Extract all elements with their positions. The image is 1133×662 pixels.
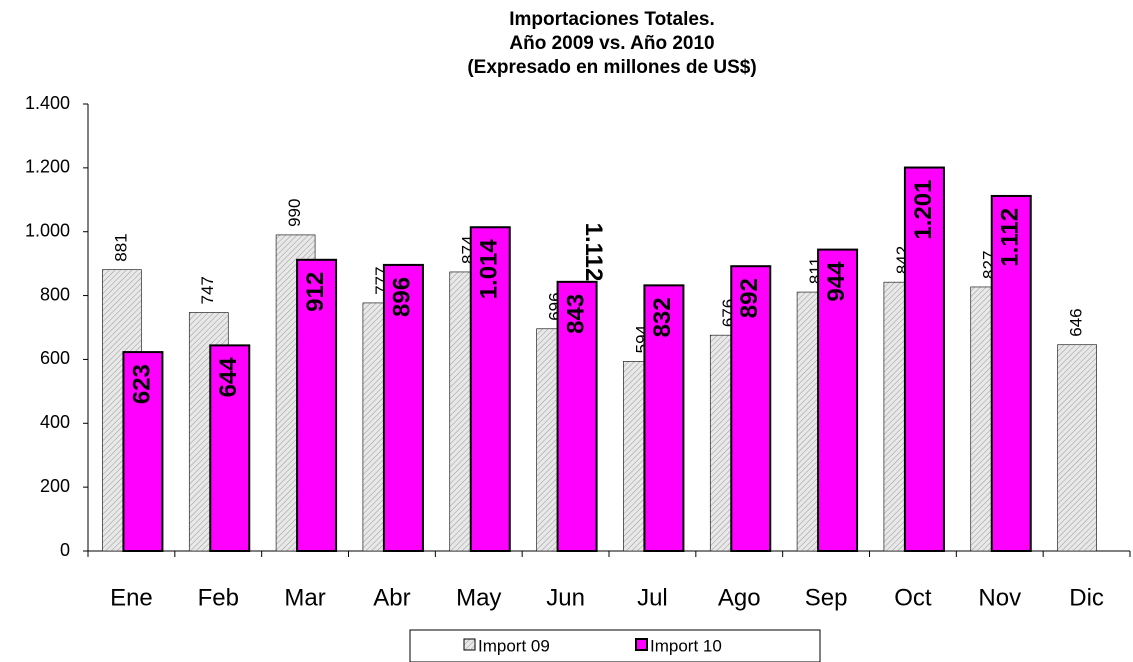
x-tick-label: Ago	[718, 584, 761, 611]
value-label: 944	[823, 261, 850, 302]
y-tick-label: 400	[40, 412, 70, 432]
value-label: 892	[736, 278, 763, 318]
legend-label: Import 10	[650, 636, 722, 655]
y-tick-label: 1.000	[25, 220, 70, 240]
value-label: 747	[198, 276, 217, 304]
legend-box	[409, 629, 821, 662]
x-tick-label: May	[456, 584, 501, 611]
bar	[556, 280, 598, 552]
value-label: 990	[285, 199, 304, 227]
bar	[903, 166, 945, 552]
x-tick-label: Jul	[637, 584, 668, 611]
x-tick-label: Ene	[110, 584, 153, 611]
x-tick-label: Abr	[373, 584, 410, 611]
chart-title: Importaciones Totales.	[509, 9, 715, 30]
x-tick-label: Jun	[546, 584, 585, 611]
legend-label: Import 09	[478, 636, 550, 655]
bar	[209, 344, 251, 552]
legend-swatch	[463, 638, 476, 651]
x-tick-label: Nov	[978, 584, 1021, 611]
bar	[990, 194, 1032, 552]
y-tick-label: 1.200	[25, 157, 70, 177]
value-label: 623	[128, 364, 155, 404]
bar	[643, 284, 685, 552]
x-tick-label: Oct	[894, 584, 932, 611]
chart-title: Año 2009 vs. Año 2010	[509, 33, 714, 54]
bar	[730, 265, 772, 552]
annotation: 1.112	[580, 223, 607, 282]
legend-swatch	[635, 638, 648, 651]
value-label: 881	[111, 233, 130, 261]
value-label: 832	[649, 297, 676, 337]
value-label: 646	[1067, 308, 1086, 336]
bar	[469, 226, 511, 552]
y-tick-label: 600	[40, 348, 70, 368]
bar	[1057, 344, 1097, 552]
chart-title: (Expresado en millones de US$)	[467, 57, 756, 78]
y-tick-label: 0	[60, 540, 70, 560]
bar	[122, 351, 164, 552]
bar	[382, 263, 424, 552]
value-label: 1.014	[476, 239, 503, 300]
bar	[817, 248, 859, 552]
x-tick-label: Mar	[284, 584, 325, 611]
value-label: 644	[215, 357, 242, 398]
value-label: 1.112	[997, 208, 1024, 267]
x-tick-label: Feb	[198, 584, 239, 611]
y-tick-label: 1.400	[25, 93, 70, 113]
value-label: 1.201	[910, 180, 937, 240]
y-tick-label: 200	[40, 476, 70, 496]
value-label: 843	[562, 294, 589, 334]
x-tick-label: Dic	[1069, 584, 1104, 611]
bar	[296, 258, 338, 552]
value-label: 896	[389, 277, 416, 317]
x-tick-label: Sep	[805, 584, 848, 611]
y-tick-label: 800	[40, 284, 70, 304]
value-label: 912	[302, 272, 329, 312]
